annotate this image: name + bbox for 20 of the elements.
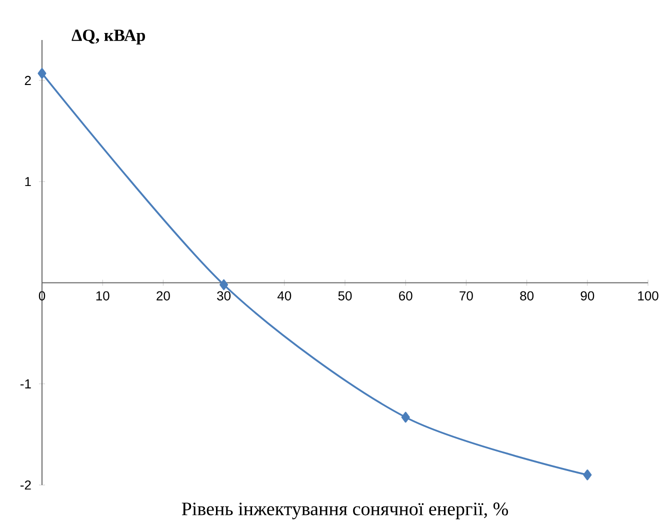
y-tick-label: -1 (20, 379, 31, 388)
x-tick-label: 60 (399, 291, 412, 300)
y-tick-label: 2 (24, 76, 31, 85)
x-tick-label: 80 (520, 291, 534, 300)
x-tick-label: 10 (96, 291, 110, 300)
x-axis-title: Рівень інжектування сонячної енергії, % (182, 502, 508, 520)
x-tick-label: 100 (638, 291, 658, 300)
x-tick-label: 70 (460, 291, 473, 300)
x-tick-label: 30 (217, 291, 231, 300)
x-tick-label: 40 (277, 291, 292, 300)
point (220, 279, 228, 290)
y-tick-label: 1 (25, 177, 31, 186)
x-tick-label: 90 (580, 291, 594, 300)
y-tick-label: -2 (20, 480, 31, 490)
x-tick-label: 20 (156, 291, 170, 300)
x-tick-label: 50 (338, 291, 352, 300)
point (583, 469, 592, 480)
point (38, 68, 46, 79)
point (401, 412, 410, 423)
y-axis-title: ΔQ, кВАр (72, 30, 146, 44)
